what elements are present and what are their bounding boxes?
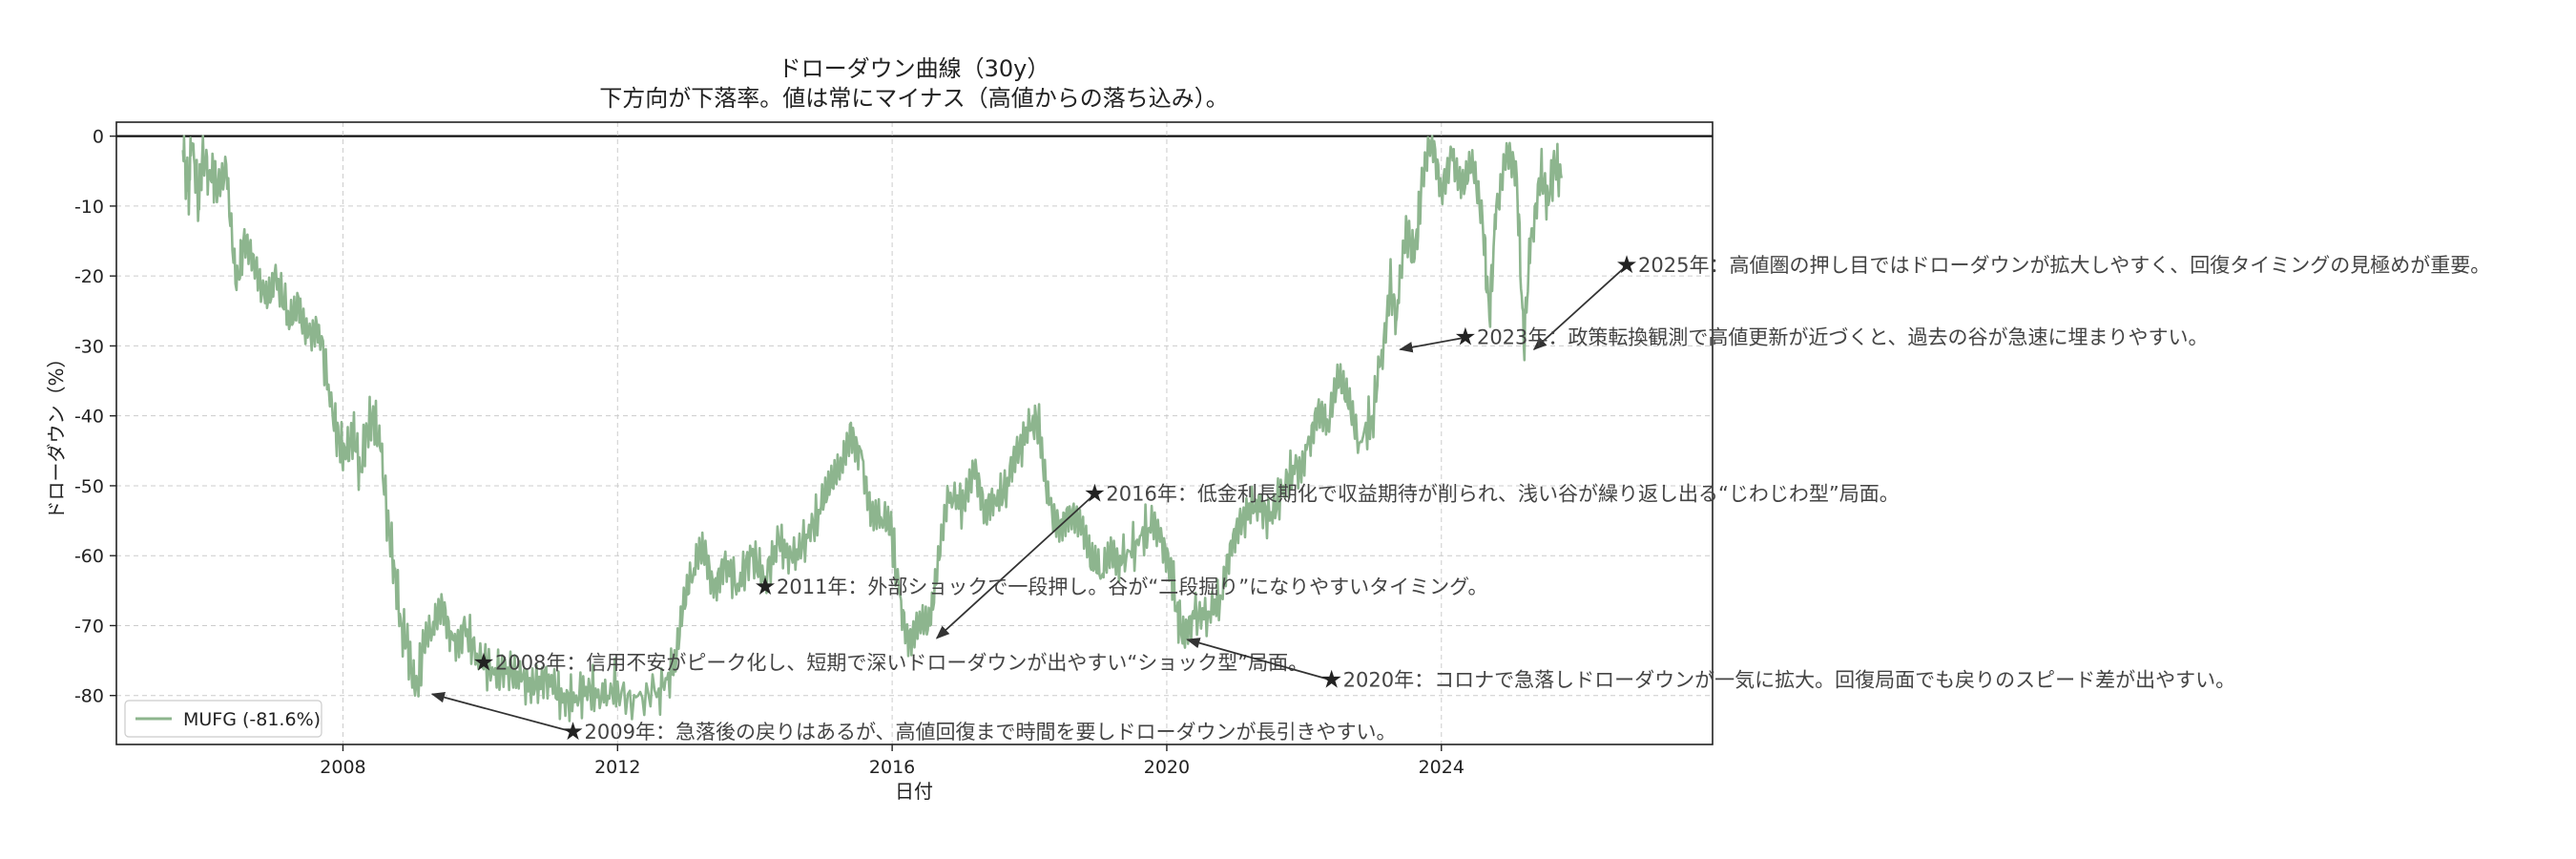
grid-lines	[116, 122, 1713, 744]
y-tick-label: -40	[74, 407, 104, 428]
y-tick-label: -10	[74, 197, 104, 218]
y-tick-label: -60	[74, 546, 104, 567]
star-icon: ★	[1084, 480, 1106, 509]
annotation-text: 2025年：高値圏の押し目ではドローダウンが拡大しやすく、回復タイミングの見極め…	[1638, 254, 2490, 277]
y-tick-label: -20	[74, 266, 104, 287]
y-tick-label: 0	[93, 127, 104, 148]
annotation-text: 2016年：低金利長期化で収益期待が削られ、浅い谷が繰り返し出る“じわじわ型”局…	[1106, 483, 1899, 506]
legend-box	[124, 700, 322, 738]
annotation-arrow	[1532, 264, 1628, 351]
star-icon: ★	[562, 718, 584, 746]
annotation-text: 2008年：信用不安がピーク化し、短期で深いドローダウンが出やすい“ショック型”…	[495, 651, 1308, 674]
y-tick-label: -50	[74, 476, 104, 497]
star-icon: ★	[754, 573, 776, 601]
y-tick-label: -80	[74, 686, 104, 707]
plot-frame	[115, 121, 1714, 745]
annotations: ★ 2025年：高値圏の押し目ではドローダウンが拡大しやすく、回復タイミングの見極…	[430, 251, 2490, 746]
chart-subtitle: 下方向が下落率。値は常にマイナス（高値からの落ち込み）。	[599, 85, 1229, 112]
annotation-text: 2011年：外部ショックで一段押し。谷が“二段掘り”になりやすいタイミング。	[777, 576, 1488, 598]
x-tick-label: 2012	[594, 757, 640, 778]
star-icon: ★	[1454, 324, 1476, 352]
annotation-text: 2009年：急落後の戻りはあるが、高値回復まで時間を要しドローダウンが長引きやす…	[585, 721, 1397, 744]
x-tick-label: 2024	[1419, 757, 1465, 778]
star-icon: ★	[1320, 666, 1342, 695]
chart-title: ドローダウン曲線（30y）	[779, 55, 1050, 82]
star-icon: ★	[472, 648, 494, 677]
x-axis-label: 日付	[895, 780, 933, 803]
y-tick-label: -30	[74, 336, 104, 357]
plot-area	[181, 135, 1563, 723]
y-axis-label: ドローダウン（%）	[45, 348, 68, 519]
annotation-text: 2020年：コロナで急落しドローダウンが一気に拡大。回復局面でも戻りのスピード差…	[1343, 669, 2235, 692]
x-tick-label: 2020	[1144, 757, 1190, 778]
y-axis: 0 -10 -20 -30 -40 -50 -60 -70 -80	[74, 127, 116, 707]
star-icon: ★	[1615, 251, 1637, 280]
legend: MUFG (-81.6%)	[124, 700, 322, 738]
y-tick-label: -70	[74, 616, 104, 637]
annotation-arrow	[1186, 638, 1332, 681]
x-tick-label: 2016	[869, 757, 915, 778]
annotation-arrow	[1399, 336, 1466, 353]
series-line	[181, 135, 1563, 723]
annotation-arrow	[430, 692, 573, 733]
x-tick-label: 2008	[320, 757, 365, 778]
annotation-text: 2023年：政策転換観測で高値更新が近づくと、過去の谷が急速に埋まりやすい。	[1477, 326, 2209, 349]
legend-label: MUFG (-81.6%)	[183, 709, 321, 730]
x-axis: 2008 2012 2016 2020 2024	[320, 744, 1465, 778]
annotation-arrow	[935, 493, 1095, 639]
